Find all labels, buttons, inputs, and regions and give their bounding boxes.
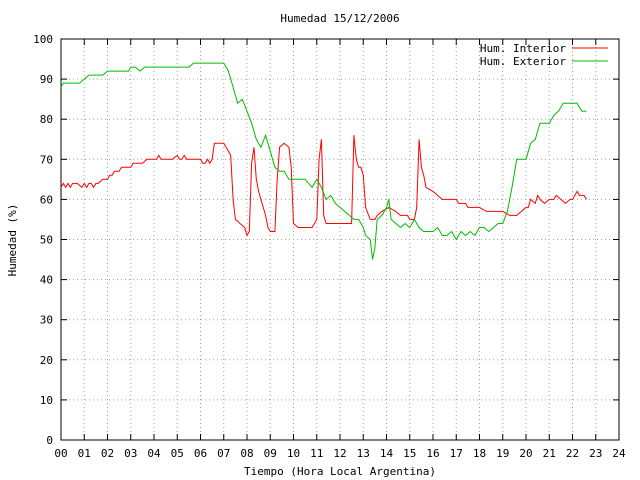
y-tick-label: 40	[40, 274, 53, 287]
x-tick-label: 11	[310, 447, 323, 460]
y-tick-label: 90	[40, 73, 53, 86]
x-tick-label: 06	[194, 447, 207, 460]
x-tick-label: 01	[78, 447, 91, 460]
y-tick-label: 60	[40, 193, 53, 206]
y-axis-label: Humedad (%)	[6, 204, 19, 277]
legend-label: Hum. Interior	[480, 42, 566, 55]
x-tick-label: 10	[287, 447, 300, 460]
y-tick-label: 50	[40, 234, 53, 247]
x-tick-label: 21	[543, 447, 556, 460]
x-tick-label: 05	[171, 447, 184, 460]
x-tick-label: 14	[380, 447, 394, 460]
x-tick-label: 24	[612, 447, 626, 460]
x-tick-label: 15	[403, 447, 416, 460]
y-tick-label: 0	[46, 434, 53, 447]
x-tick-label: 04	[147, 447, 161, 460]
x-tick-label: 17	[450, 447, 463, 460]
y-tick-label: 70	[40, 153, 53, 166]
grid	[61, 39, 619, 440]
series-line-interior	[60, 135, 587, 237]
series-lines	[60, 62, 587, 260]
x-tick-label: 19	[496, 447, 509, 460]
x-tick-label: 03	[124, 447, 137, 460]
x-tick-label: 23	[589, 447, 602, 460]
x-tick-label: 22	[566, 447, 579, 460]
x-tick-label: 13	[357, 447, 370, 460]
legend-label: Hum. Exterior	[480, 55, 566, 68]
y-tick-label: 20	[40, 354, 53, 367]
y-tick-label: 10	[40, 394, 53, 407]
y-tick-label: 100	[33, 33, 53, 46]
y-tick-label: 80	[40, 113, 53, 126]
x-tick-label: 02	[101, 447, 114, 460]
x-tick-label: 00	[54, 447, 67, 460]
x-tick-label: 20	[519, 447, 532, 460]
x-tick-label: 09	[264, 447, 277, 460]
x-tick-label: 12	[333, 447, 346, 460]
x-axis-label: Tiempo (Hora Local Argentina)	[244, 465, 436, 478]
x-tick-label: 18	[473, 447, 486, 460]
series-line-exterior	[60, 62, 587, 260]
x-tick-label: 16	[426, 447, 439, 460]
chart-title: Humedad 15/12/2006	[280, 12, 399, 25]
x-tick-label: 08	[240, 447, 253, 460]
x-tick-label: 07	[217, 447, 230, 460]
y-tick-label: 30	[40, 314, 53, 327]
axes: 0 10 20 30 40 50 60 70 80 90 100 00 01 02 03 04 05 06 07 08…	[33, 33, 626, 460]
